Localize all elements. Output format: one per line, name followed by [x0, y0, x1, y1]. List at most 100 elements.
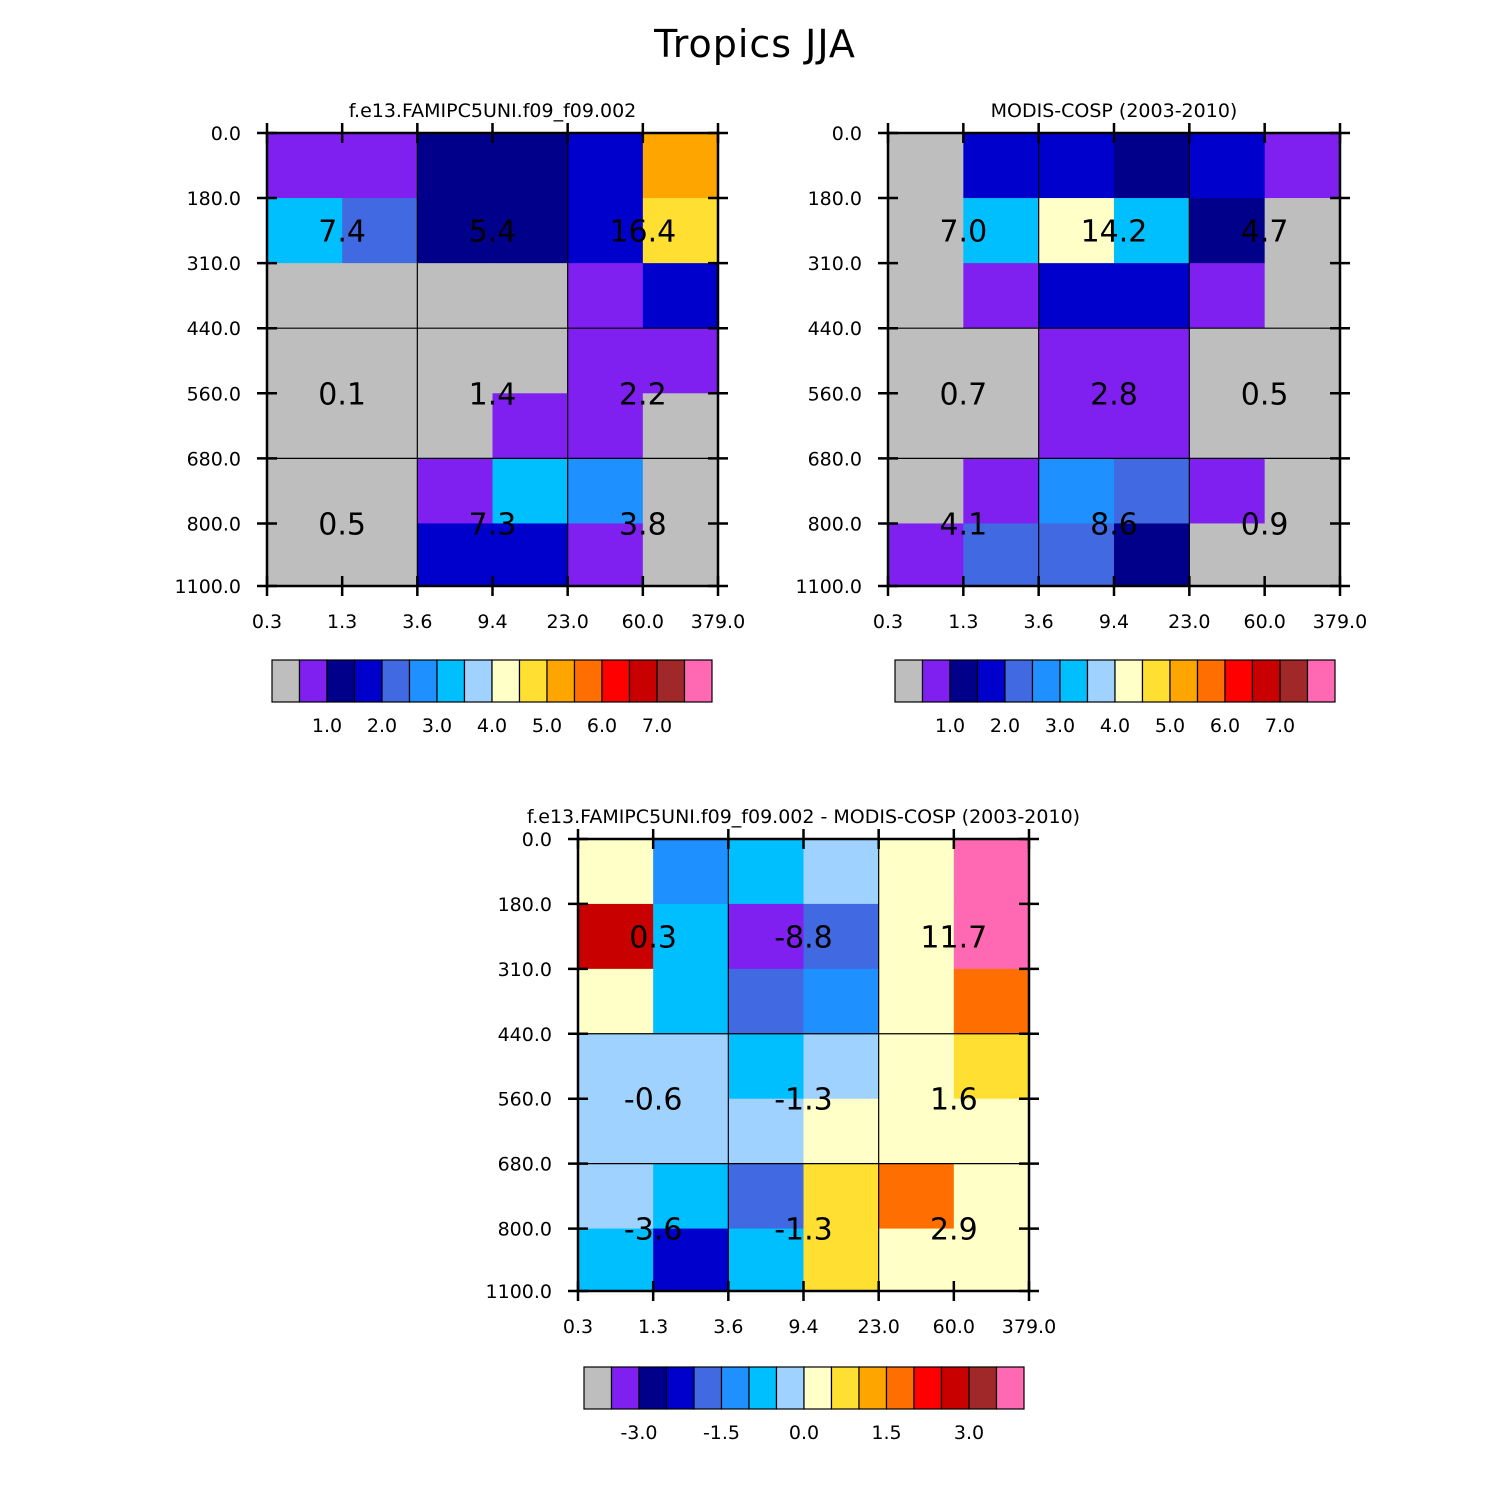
heatmap-cell: [878, 839, 955, 905]
heatmap-cell: [1114, 393, 1190, 459]
y-tick-label: 440.0: [808, 318, 862, 340]
heatmap-cell: [953, 903, 1030, 970]
heatmap-cell: [1264, 328, 1341, 394]
x-tick-label: 0.3: [873, 611, 903, 633]
heatmap-cell: [342, 393, 418, 459]
heatmap-cell: [888, 133, 964, 199]
heatmap-cell: [1114, 523, 1190, 587]
heatmap-cell: [1114, 458, 1190, 525]
group-value-label: -8.8: [774, 920, 833, 955]
heatmap-cell: [642, 393, 719, 459]
colorbar-swatch: [858, 1366, 888, 1410]
group-value-label: 0.5: [318, 507, 366, 542]
heatmap-cell: [578, 968, 654, 1035]
main-title: Tropics JJA: [654, 22, 856, 66]
group-value-label: 3.8: [619, 507, 667, 542]
heatmap-cell: [888, 328, 964, 394]
group-value-label: 7.3: [469, 507, 517, 542]
heatmap-cell: [963, 523, 1040, 587]
heatmap-cell: [492, 393, 569, 459]
x-tick-label: 0.3: [252, 611, 282, 633]
colorbar-swatch: [976, 659, 1006, 703]
heatmap-cell: [1264, 263, 1341, 329]
heatmap-cell: [953, 1033, 1030, 1100]
colorbar-label: 7.0: [642, 715, 672, 737]
colorbar-label: 1.0: [312, 715, 342, 737]
heatmap-cell: [963, 393, 1040, 459]
heatmap-cell: [653, 839, 729, 905]
x-tick-label: 1.3: [948, 611, 978, 633]
heatmap-cell: [342, 133, 418, 199]
heatmap-cell: [803, 903, 880, 970]
heatmap-cell: [642, 328, 719, 394]
heatmap-cell: [492, 263, 569, 329]
heatmap-cell: [878, 1228, 955, 1292]
heatmap-cell: [578, 1163, 654, 1230]
y-tick-label: 560.0: [187, 383, 241, 405]
colorbar-swatch: [940, 1366, 970, 1410]
group-value-label: 7.0: [939, 215, 987, 250]
y-tick-label: 680.0: [498, 1154, 552, 1176]
heatmap-cell: [1114, 328, 1190, 394]
colorbar-swatch: [546, 659, 576, 703]
heatmap-cell: [963, 328, 1040, 394]
heatmap-cell: [417, 458, 494, 525]
colorbar-swatch: [665, 1366, 695, 1410]
x-tick-label: 3.6: [1024, 611, 1054, 633]
heatmap-cell: [1264, 133, 1341, 199]
heatmap-cell: [417, 263, 494, 329]
colorbar-swatch: [436, 659, 466, 703]
colorbar-label: 4.0: [477, 715, 507, 737]
group-value-label: 2.9: [930, 1213, 978, 1248]
x-tick-label: 60.0: [622, 611, 664, 633]
heatmap-cell: [888, 263, 964, 329]
heatmap-cell: [653, 1098, 729, 1165]
y-tick-label: 310.0: [498, 959, 552, 981]
heatmap-cell: [888, 198, 964, 264]
colorbar-swatch: [748, 1366, 778, 1410]
group-value-label: 16.4: [609, 215, 676, 250]
heatmap-cell: [1038, 393, 1115, 459]
x-tick-label: 23.0: [547, 611, 589, 633]
colorbar-swatch: [949, 659, 979, 703]
group-value-label: 0.1: [318, 377, 366, 412]
y-tick-label: 0.0: [211, 123, 241, 145]
colorbar-swatch: [693, 1366, 723, 1410]
heatmap-cell: [653, 1228, 729, 1292]
group-value-label: -1.3: [774, 1213, 833, 1248]
y-tick-label: 680.0: [808, 448, 862, 470]
heatmap-cell: [417, 133, 494, 199]
group-value-label: 1.6: [930, 1083, 978, 1118]
colorbar-label: 3.0: [422, 715, 452, 737]
heatmap-cell: [642, 133, 719, 199]
panel-title: f.e13.FAMIPC5UNI.f09_f09.002 - MODIS-COS…: [527, 806, 1080, 828]
heatmap-cell: [492, 523, 569, 587]
colorbar-swatch: [326, 659, 356, 703]
heatmap-cell: [728, 968, 805, 1035]
heatmap-cell: [1114, 133, 1190, 199]
heatmap-cell: [878, 1033, 955, 1100]
colorbar-label: 6.0: [1210, 715, 1240, 737]
x-tick-label: 3.6: [713, 1316, 743, 1338]
group-value-label: 14.2: [1081, 215, 1148, 250]
x-tick-label: 23.0: [858, 1316, 900, 1338]
heatmap-cell: [567, 133, 644, 199]
heatmap-cell: [878, 1098, 955, 1165]
y-tick-label: 1100.0: [175, 576, 241, 598]
heatmap-cell: [1038, 263, 1115, 329]
colorbar-label: 3.0: [954, 1422, 984, 1444]
heatmap-cell: [342, 198, 418, 264]
heatmap-cell: [578, 839, 654, 905]
colorbar-swatch: [1059, 659, 1089, 703]
heatmap-cell: [642, 198, 719, 264]
y-tick-label: 560.0: [808, 383, 862, 405]
colorbar-swatch: [913, 1366, 943, 1410]
heatmap-cell: [728, 1228, 805, 1292]
heatmap-cell: [1114, 263, 1190, 329]
colorbar-swatch: [1031, 659, 1061, 703]
heatmap-cell: [267, 523, 343, 587]
y-tick-label: 180.0: [187, 188, 241, 210]
colorbar-swatch: [1114, 659, 1144, 703]
